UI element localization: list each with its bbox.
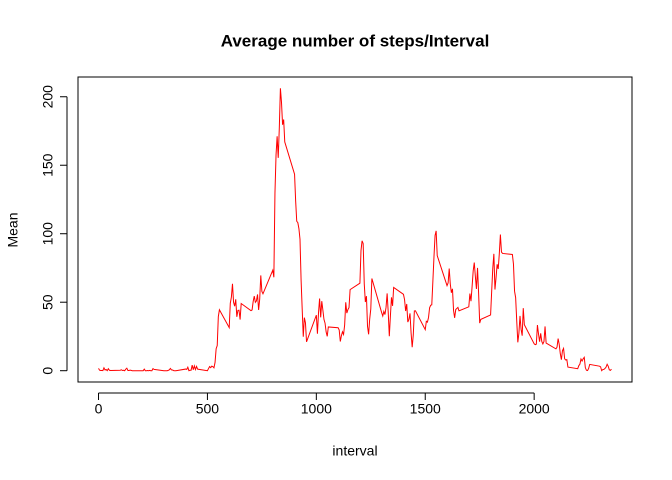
x-tick-label: 500	[196, 401, 220, 417]
y-tick-label: 200	[40, 85, 56, 109]
x-axis-label: interval	[332, 443, 377, 459]
x-tick-label: 2000	[519, 401, 550, 417]
data-line	[98, 88, 612, 372]
x-tick-label: 1000	[301, 401, 332, 417]
chart-title: Average number of steps/Interval	[221, 31, 490, 50]
y-tick-label: 50	[40, 294, 56, 310]
x-tick-label: 1500	[410, 401, 441, 417]
plot-frame	[77, 76, 633, 383]
y-tick-label: 100	[40, 222, 56, 246]
x-tick-label: 0	[95, 401, 103, 417]
y-tick-label: 150	[40, 153, 56, 177]
y-axis-label: Mean	[5, 212, 21, 247]
y-tick-label: 0	[40, 367, 56, 375]
